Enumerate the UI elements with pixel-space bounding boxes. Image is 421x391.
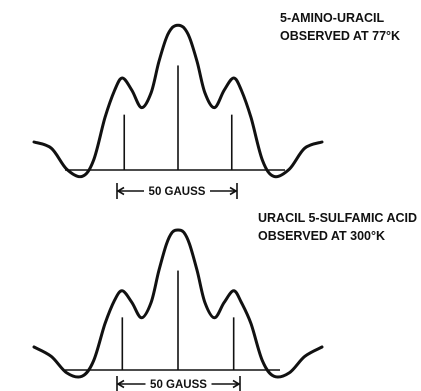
panel2-title: URACIL 5-SULFAMIC ACID [258,211,417,225]
panel-uracil-5-sulfamic-acid: URACIL 5-SULFAMIC ACID OBSERVED AT 300°K… [32,211,417,391]
panel2-subtitle: OBSERVED AT 300°K [258,229,385,243]
panel1-scale-bar [116,183,238,199]
panel-5-amino-uracil: 5-AMINO-URACIL OBSERVED AT 77°K 50 GAUSS [32,11,400,199]
panel2-spectrum-curve [32,228,324,379]
panel2-scale-label: 50 GAUSS [150,379,207,391]
panel1-subtitle: OBSERVED AT 77°K [280,29,400,43]
panel2-scale-bar [116,376,241,391]
panel1-title: 5-AMINO-URACIL [280,11,385,25]
scale-arrowhead-left [116,379,125,389]
panel1-stick-lines [123,65,233,170]
scale-arrowhead-right [232,379,241,389]
scale-arrowhead-right [229,186,238,196]
panel1-spectrum-curve [32,23,324,179]
scale-arrowhead-left [116,186,125,196]
panel1-scale-label: 50 GAUSS [149,186,206,198]
panel2-stick-lines [121,270,235,370]
